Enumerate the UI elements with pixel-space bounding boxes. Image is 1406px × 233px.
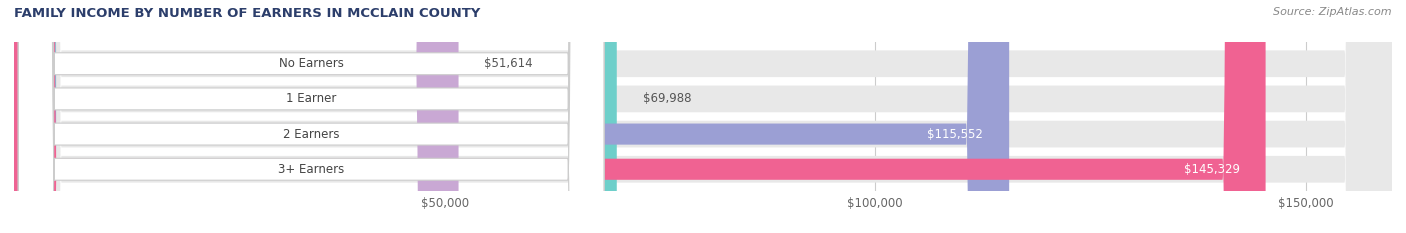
FancyBboxPatch shape [14, 0, 1265, 233]
FancyBboxPatch shape [18, 0, 605, 233]
FancyBboxPatch shape [14, 0, 1392, 233]
Text: FAMILY INCOME BY NUMBER OF EARNERS IN MCCLAIN COUNTY: FAMILY INCOME BY NUMBER OF EARNERS IN MC… [14, 7, 481, 20]
Text: $69,988: $69,988 [643, 93, 692, 105]
FancyBboxPatch shape [14, 0, 617, 233]
FancyBboxPatch shape [18, 0, 605, 233]
Text: 3+ Earners: 3+ Earners [278, 163, 344, 176]
Text: Source: ZipAtlas.com: Source: ZipAtlas.com [1274, 7, 1392, 17]
FancyBboxPatch shape [18, 0, 605, 233]
Text: $51,614: $51,614 [485, 57, 533, 70]
Text: 1 Earner: 1 Earner [285, 93, 336, 105]
FancyBboxPatch shape [14, 0, 458, 233]
FancyBboxPatch shape [14, 0, 1010, 233]
FancyBboxPatch shape [18, 0, 605, 233]
FancyBboxPatch shape [14, 0, 1392, 233]
FancyBboxPatch shape [14, 0, 1392, 233]
FancyBboxPatch shape [14, 0, 1392, 233]
Text: No Earners: No Earners [278, 57, 343, 70]
Text: $145,329: $145,329 [1184, 163, 1240, 176]
Text: $115,552: $115,552 [928, 128, 983, 140]
Text: 2 Earners: 2 Earners [283, 128, 339, 140]
